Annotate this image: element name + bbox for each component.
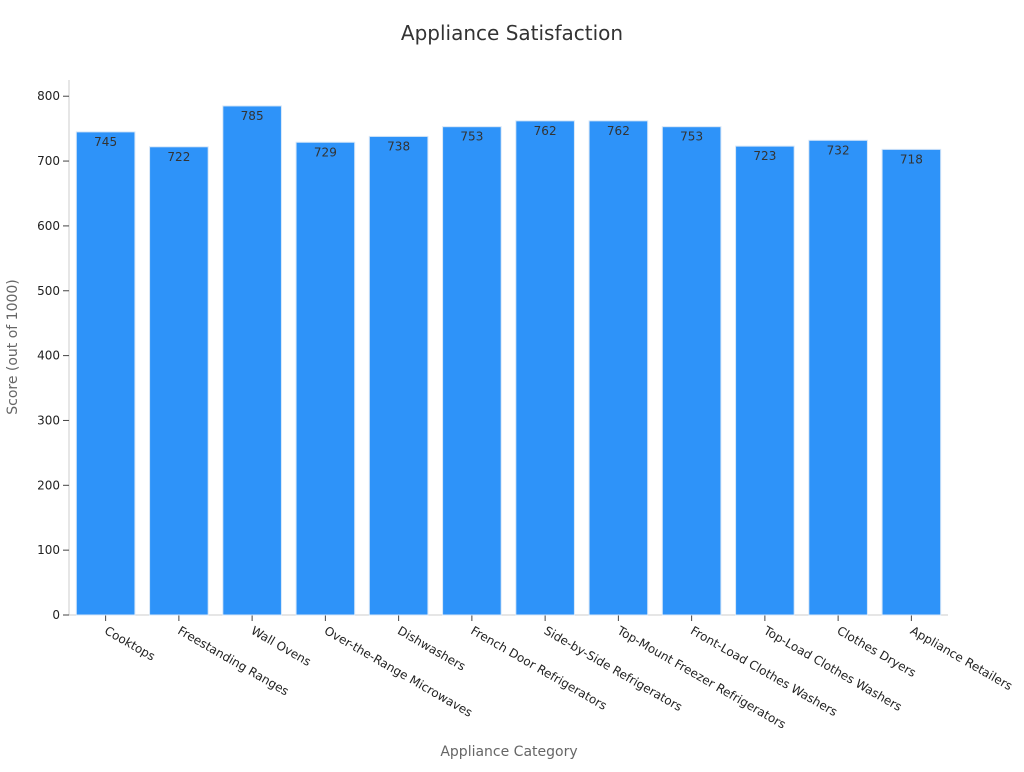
data-label: 753 <box>680 130 703 144</box>
data-label: 762 <box>607 124 630 138</box>
x-tick-label: Appliance Retailers <box>908 623 1015 693</box>
y-tick-label: 0 <box>52 608 60 622</box>
y-tick-label: 300 <box>37 413 60 427</box>
bars-group <box>75 105 942 616</box>
x-tick-label: Side-by-Side Refrigerators <box>542 623 685 714</box>
y-tick-label: 200 <box>37 478 60 492</box>
data-label: 722 <box>167 150 190 164</box>
y-axis-label: Score (out of 1000) <box>5 279 21 415</box>
bar <box>442 126 502 616</box>
data-label: 753 <box>460 130 483 144</box>
data-label: 738 <box>387 139 410 153</box>
data-label: 762 <box>534 124 557 138</box>
bar <box>368 135 429 616</box>
data-label: 732 <box>827 143 850 157</box>
bar <box>588 120 649 616</box>
y-tick-label: 600 <box>37 219 60 233</box>
bar <box>661 126 722 616</box>
bar <box>75 131 136 616</box>
bar <box>222 105 282 616</box>
x-axis-label: Appliance Category <box>440 744 577 760</box>
y-tick-label: 700 <box>37 154 60 168</box>
data-label: 718 <box>900 152 923 166</box>
data-label: 785 <box>241 109 264 123</box>
bar <box>735 145 795 616</box>
y-tick-label: 400 <box>37 349 60 363</box>
bar <box>808 139 868 616</box>
data-labels-group: 745 722 785 729 738 753 762 762 753 723 732 718 <box>94 109 923 166</box>
data-label: 729 <box>314 145 337 159</box>
x-tick-label: Over-the-Range Microwaves <box>322 623 475 719</box>
x-tick-label: Dishwashers <box>395 623 468 673</box>
y-axis: 0 100 200 300 400 500 600 700 800 <box>37 80 70 622</box>
x-tick-label: Top-Load Clothes Washers <box>761 623 905 714</box>
x-tick-label: Wall Ovens <box>249 623 314 668</box>
y-tick-label: 500 <box>37 284 60 298</box>
data-label: 745 <box>94 135 117 149</box>
y-tick-label: 800 <box>37 89 60 103</box>
bar <box>515 120 575 616</box>
bar <box>295 141 356 616</box>
x-tick-label: Cooktops <box>102 623 157 663</box>
data-label: 723 <box>753 149 776 163</box>
bar <box>149 146 209 616</box>
y-tick-label: 100 <box>37 543 60 557</box>
bar <box>881 148 942 616</box>
chart-title: Appliance Satisfaction <box>401 21 623 45</box>
x-tick-label: French Door Refrigerators <box>468 623 609 712</box>
